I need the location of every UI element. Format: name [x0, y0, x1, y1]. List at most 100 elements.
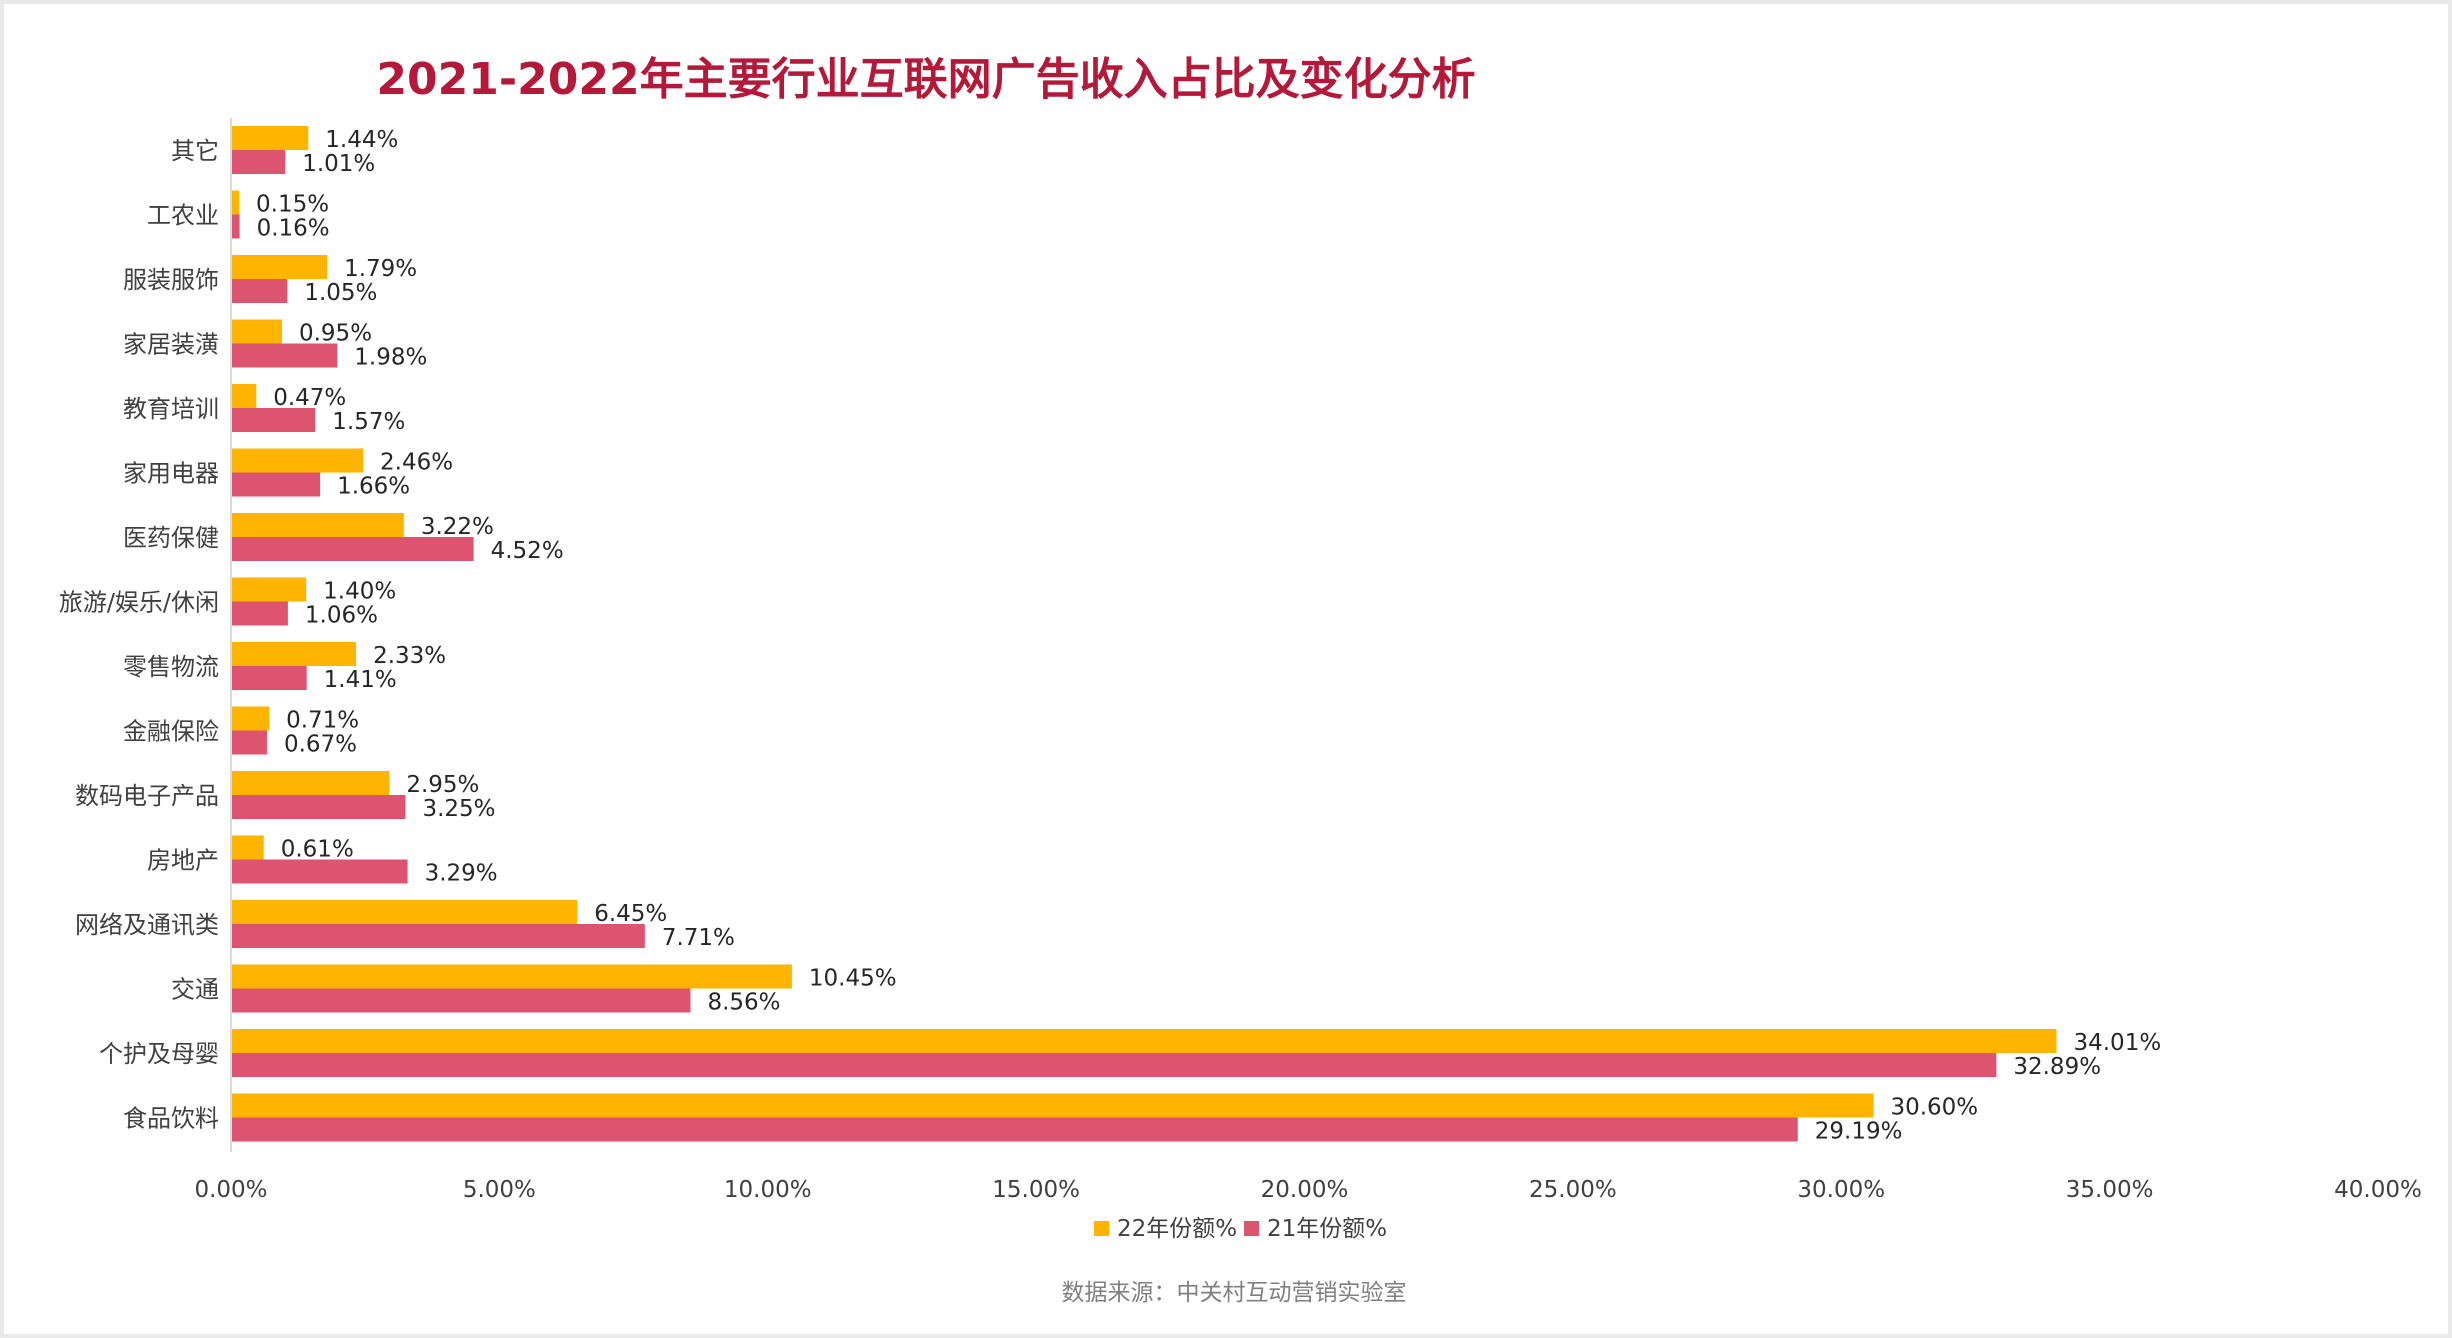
- bar-series-21: [231, 1117, 1798, 1142]
- data-label: 0.95%: [299, 321, 372, 347]
- bar-series-22: [231, 835, 264, 860]
- data-label: 1.44%: [325, 127, 398, 153]
- bar-series-21: [231, 150, 286, 174]
- x-tick-label: 10.00%: [724, 1177, 812, 1203]
- data-label: 1.41%: [324, 667, 397, 693]
- data-label: 1.01%: [302, 151, 375, 177]
- category-label: 家用电器: [123, 460, 219, 488]
- legend-label: 21年份额%: [1267, 1216, 1387, 1242]
- chart-title: 2021-2022年主要行业互联网广告收入占比及变化分析: [376, 54, 1475, 105]
- bar-series-22: [231, 448, 364, 473]
- bar-series-22: [231, 964, 792, 989]
- data-label: 0.16%: [257, 216, 330, 242]
- category-label: 房地产: [147, 847, 219, 875]
- bar-series-22: [231, 900, 578, 924]
- x-tick-label: 30.00%: [1797, 1177, 1885, 1203]
- data-label: 30.60%: [1890, 1095, 1978, 1121]
- bar-series-22: [231, 706, 270, 731]
- x-tick-label: 0.00%: [194, 1177, 267, 1203]
- data-label: 0.67%: [284, 732, 357, 758]
- category-label: 服装服饰: [123, 266, 219, 294]
- category-label: 个护及母婴: [99, 1040, 219, 1068]
- bar-series-21: [231, 214, 240, 239]
- data-label: 3.25%: [422, 796, 495, 822]
- category-label: 交通: [171, 976, 219, 1004]
- legend-swatch: [1244, 1221, 1259, 1236]
- bar-series-21: [231, 859, 408, 884]
- bar-series-21: [231, 472, 321, 497]
- data-label: 7.71%: [662, 925, 735, 951]
- category-label: 数码电子产品: [75, 782, 219, 810]
- bar-series-22: [231, 190, 240, 215]
- x-tick-label: 20.00%: [1261, 1177, 1349, 1203]
- chart-frame: 2021-2022年主要行业互联网广告收入占比及变化分析 1.44% 1.01% 0…: [4, 4, 2448, 1334]
- data-label: 0.61%: [281, 837, 354, 863]
- bar-series-21: [231, 343, 338, 368]
- data-label: 1.57%: [332, 409, 405, 435]
- bar-series-22: [231, 577, 307, 602]
- bar-chart: 2021-2022年主要行业互联网广告收入占比及变化分析 1.44%1.01% 0…: [59, 54, 2422, 1306]
- data-label: 3.22%: [421, 514, 494, 540]
- data-label: 2.46%: [380, 450, 453, 476]
- data-label: 2.33%: [373, 643, 446, 669]
- x-tick-label: 5.00%: [463, 1177, 536, 1203]
- bar-series-21: [231, 601, 288, 626]
- category-label: 家居装潢: [123, 331, 219, 359]
- category-label: 零售物流: [123, 653, 219, 681]
- legend-label: 22年份额%: [1117, 1216, 1237, 1242]
- data-label: 1.79%: [344, 256, 417, 282]
- data-label: 6.45%: [594, 901, 667, 927]
- legend-swatch: [1094, 1221, 1109, 1236]
- bar-series-22: [231, 255, 328, 279]
- bar-series-22: [231, 771, 390, 795]
- legend: 22年份额% 21年份额%: [1094, 1216, 1387, 1242]
- data-label: 1.06%: [305, 603, 378, 629]
- bar-series-21: [231, 1053, 1997, 1077]
- category-label: 教育培训: [123, 395, 219, 423]
- bar-series-21: [231, 408, 316, 432]
- category-label: 旅游/娱乐/休闲: [59, 589, 219, 617]
- data-label: 1.98%: [354, 345, 427, 371]
- bar-series-22: [231, 513, 404, 537]
- data-label: 4.52%: [491, 538, 564, 564]
- bar-series-22: [231, 126, 309, 150]
- data-label: 8.56%: [707, 990, 780, 1016]
- bar-series-22: [231, 642, 357, 666]
- x-tick-label: 25.00%: [1529, 1177, 1617, 1203]
- axis-group: 其它工农业服装服饰家居装潢教育培训家用电器医药保健旅游/娱乐/休闲零售物流金融保…: [59, 118, 2422, 1203]
- data-label: 29.19%: [1815, 1119, 1903, 1145]
- bar-series-22: [231, 384, 257, 408]
- source-note: 数据来源：中关村互动营销实验室: [1062, 1280, 1407, 1306]
- bar-series-21: [231, 795, 406, 819]
- data-label: 1.40%: [323, 579, 396, 605]
- bars-group: 1.44%1.01% 0.15%0.16% 1.79%1.05% 0.95%1.98%…: [231, 126, 2161, 1145]
- bar-series-21: [231, 730, 267, 755]
- bar-series-21: [231, 666, 307, 690]
- category-label: 食品饮料: [123, 1105, 219, 1133]
- bar-series-21: [231, 988, 691, 1013]
- x-tick-label: 35.00%: [2066, 1177, 2154, 1203]
- category-label: 医药保健: [123, 524, 219, 552]
- data-label: 2.95%: [406, 772, 479, 798]
- data-label: 0.47%: [273, 385, 346, 411]
- x-tick-label: 15.00%: [992, 1177, 1080, 1203]
- bar-series-22: [231, 1093, 1874, 1118]
- bar-series-22: [231, 319, 282, 344]
- data-label: 10.45%: [809, 966, 897, 992]
- bar-series-22: [231, 1029, 2057, 1053]
- category-label: 其它: [171, 137, 219, 165]
- bar-series-21: [231, 924, 645, 948]
- data-label: 3.29%: [425, 861, 498, 887]
- category-label: 工农业: [147, 202, 219, 230]
- x-tick-label: 40.00%: [2334, 1177, 2422, 1203]
- data-label: 0.15%: [256, 192, 329, 218]
- data-label: 0.71%: [286, 708, 359, 734]
- bar-series-21: [231, 537, 474, 561]
- data-label: 1.05%: [304, 280, 377, 306]
- bar-series-21: [231, 279, 288, 303]
- category-label: 金融保险: [123, 718, 219, 746]
- data-label: 32.89%: [2013, 1054, 2101, 1080]
- data-label: 1.66%: [337, 474, 410, 500]
- category-label: 网络及通讯类: [75, 911, 219, 939]
- data-label: 34.01%: [2073, 1030, 2161, 1056]
